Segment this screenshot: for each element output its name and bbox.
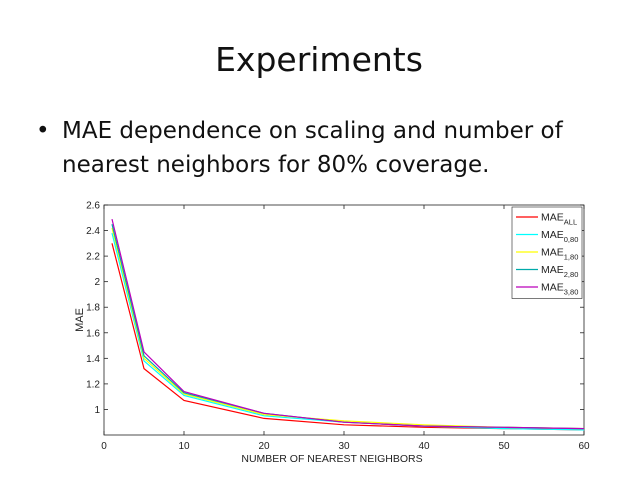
y-tick-label: 1.8 bbox=[86, 303, 100, 314]
bullet-item: • MAE dependence on scaling and number o… bbox=[36, 114, 616, 182]
y-tick-label: 1 bbox=[94, 405, 100, 416]
slide-title: Experiments bbox=[215, 40, 423, 79]
bullet-text: MAE dependence on scaling and number of … bbox=[62, 118, 563, 178]
x-tick-label: 20 bbox=[258, 441, 270, 452]
y-tick-label: 2.2 bbox=[86, 252, 100, 263]
x-tick-label: 40 bbox=[418, 441, 430, 452]
x-tick-label: 30 bbox=[338, 441, 350, 452]
x-axis-label: NUMBER OF NEAREST NEIGHBORS bbox=[241, 453, 422, 465]
x-tick-label: 60 bbox=[578, 441, 590, 452]
legend-entry: MAE3,80 bbox=[541, 282, 578, 297]
series-line-1 bbox=[111, 232, 585, 431]
legend-entry: MAE2,80 bbox=[541, 264, 578, 279]
mae-line-chart: 0 10 20 30 40 50 60 1 1.2 1.4 1.6 1.8 2 2.2 2.4 2.6 NUMB… bbox=[74, 201, 590, 466]
y-axis-label: MAE bbox=[74, 308, 86, 332]
y-tick-label: 2.6 bbox=[86, 201, 100, 212]
legend-entry: MAE0,80 bbox=[541, 229, 578, 244]
bullet-dot-icon: • bbox=[36, 118, 50, 144]
x-tick-label: 0 bbox=[101, 441, 107, 452]
y-tick-label: 1.2 bbox=[86, 379, 100, 390]
series-line-4 bbox=[111, 218, 585, 430]
y-tick-label: 1.6 bbox=[86, 328, 100, 339]
legend-entry: MAE1,80 bbox=[541, 247, 578, 262]
x-tick-label: 10 bbox=[178, 441, 190, 452]
legend-entry: MAEALL bbox=[541, 212, 577, 227]
y-tick-label: 1.4 bbox=[86, 354, 100, 365]
legend-box bbox=[511, 206, 583, 299]
y-tick-label: 2 bbox=[94, 277, 100, 288]
x-tick-label: 50 bbox=[498, 441, 510, 452]
plot-area bbox=[103, 204, 585, 436]
y-tick-label: 2.4 bbox=[86, 226, 100, 237]
